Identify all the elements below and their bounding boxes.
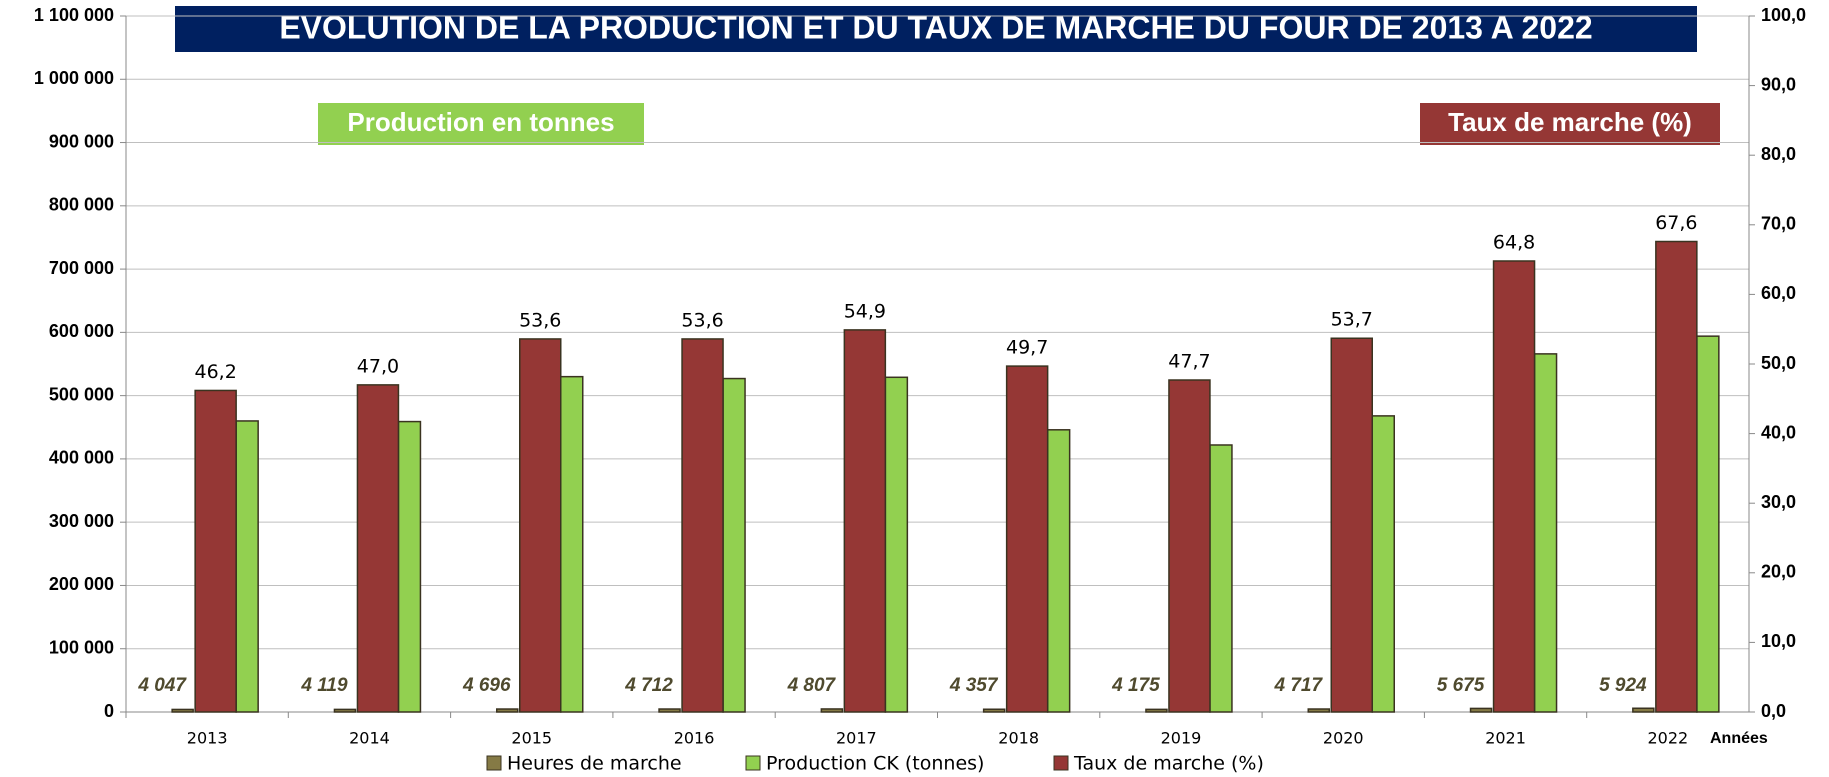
x-tick-label: 2016	[674, 729, 715, 748]
data-label: 4 175	[1111, 675, 1160, 696]
bar	[1632, 707, 1655, 713]
bar	[171, 708, 194, 713]
bar	[560, 375, 584, 713]
y2-tick-label: 80,0	[1761, 144, 1796, 164]
bar	[843, 329, 887, 713]
bar	[496, 708, 519, 713]
y-tick-label: 0	[104, 701, 114, 721]
y-tick-label: 1 100 000	[34, 5, 114, 25]
y-tick-label: 700 000	[49, 258, 114, 278]
legend-swatch	[745, 755, 761, 771]
data-label: 53,7	[1331, 309, 1373, 331]
data-label: 4 807	[787, 675, 837, 696]
bar	[1046, 429, 1071, 713]
bar	[1168, 379, 1211, 713]
bar	[356, 384, 400, 713]
data-label: 4 119	[300, 675, 348, 696]
annotation-box	[1420, 103, 1720, 145]
bar	[194, 389, 237, 713]
bar	[1492, 260, 1536, 713]
bar	[1469, 707, 1493, 713]
annotation: Production en tonnes	[347, 107, 614, 137]
x-tick-label: 2019	[1161, 729, 1202, 748]
y-tick-label: 300 000	[49, 511, 114, 531]
y2-tick-label: 50,0	[1761, 353, 1796, 373]
y2-tick-label: 90,0	[1761, 74, 1796, 94]
bar	[519, 338, 562, 713]
bar	[1005, 365, 1049, 713]
bar	[722, 377, 746, 713]
y-tick-label: 100 000	[49, 637, 114, 657]
data-label: 47,0	[357, 355, 399, 377]
bar	[1209, 444, 1233, 713]
y2-tick-label: 60,0	[1761, 283, 1796, 303]
y2-tick-label: 40,0	[1761, 422, 1796, 442]
data-label: 64,8	[1493, 231, 1535, 253]
data-label: 5 675	[1437, 675, 1485, 696]
bar	[1330, 337, 1373, 713]
y2-tick-label: 70,0	[1761, 214, 1796, 234]
annotation: Taux de marche (%)	[1448, 107, 1692, 137]
data-label: 54,9	[844, 300, 886, 322]
bar	[820, 708, 844, 713]
data-label: 46,2	[194, 361, 236, 383]
bar	[397, 420, 422, 713]
x-tick-label: 2014	[349, 729, 390, 748]
bar	[1696, 335, 1720, 713]
bar	[1371, 415, 1395, 713]
data-label: 4 047	[137, 675, 187, 696]
bar	[1307, 708, 1330, 713]
legend-label: Taux de marche (%)	[1073, 753, 1264, 775]
legend-label: Production CK (tonnes)	[766, 753, 984, 775]
bar	[333, 708, 357, 713]
x-axis-label: Années	[1710, 730, 1768, 747]
data-label: 5 924	[1599, 675, 1647, 696]
data-label: 47,7	[1168, 351, 1210, 373]
x-tick-label: 2018	[998, 729, 1039, 748]
bar	[1655, 240, 1698, 713]
data-label: 4 357	[949, 675, 999, 696]
data-label: 4 712	[624, 675, 673, 696]
y2-tick-label: 20,0	[1761, 562, 1796, 582]
data-label: 49,7	[1006, 337, 1048, 359]
y-tick-label: 900 000	[49, 131, 114, 151]
x-tick-label: 2013	[187, 729, 228, 748]
legend-swatch	[486, 755, 502, 771]
bar	[235, 420, 259, 713]
y-tick-label: 800 000	[49, 195, 114, 215]
annotation-box	[318, 103, 644, 145]
x-tick-label: 2021	[1485, 729, 1526, 748]
x-tick-label: 2022	[1647, 729, 1688, 748]
data-label: 4 696	[462, 675, 511, 696]
data-label: 53,6	[519, 309, 561, 331]
x-tick-label: 2017	[836, 729, 877, 748]
y2-tick-label: 0,0	[1761, 701, 1786, 721]
y-tick-label: 400 000	[49, 448, 114, 468]
x-tick-label: 2015	[511, 729, 552, 748]
y2-tick-label: 100,0	[1761, 5, 1806, 25]
data-label: 4 717	[1273, 675, 1323, 696]
y2-tick-label: 10,0	[1761, 631, 1796, 651]
bar	[884, 376, 909, 713]
y-tick-label: 600 000	[49, 321, 114, 341]
data-label: 53,6	[681, 309, 723, 331]
x-tick-label: 2020	[1323, 729, 1364, 748]
legend-swatch	[1053, 755, 1069, 771]
chart-title: EVOLUTION DE LA PRODUCTION ET DU TAUX DE…	[279, 9, 1592, 45]
bar	[1145, 708, 1168, 713]
legend-label: Heures de marche	[507, 753, 682, 775]
y-tick-label: 1 000 000	[34, 68, 114, 88]
data-label: 67,6	[1655, 212, 1697, 234]
bar	[681, 338, 724, 713]
bar	[1533, 353, 1558, 713]
y-tick-label: 200 000	[49, 574, 114, 594]
title-box	[175, 6, 1697, 52]
y-tick-label: 500 000	[49, 384, 114, 404]
bar	[658, 708, 681, 713]
y2-tick-label: 30,0	[1761, 492, 1796, 512]
bar	[982, 708, 1006, 713]
